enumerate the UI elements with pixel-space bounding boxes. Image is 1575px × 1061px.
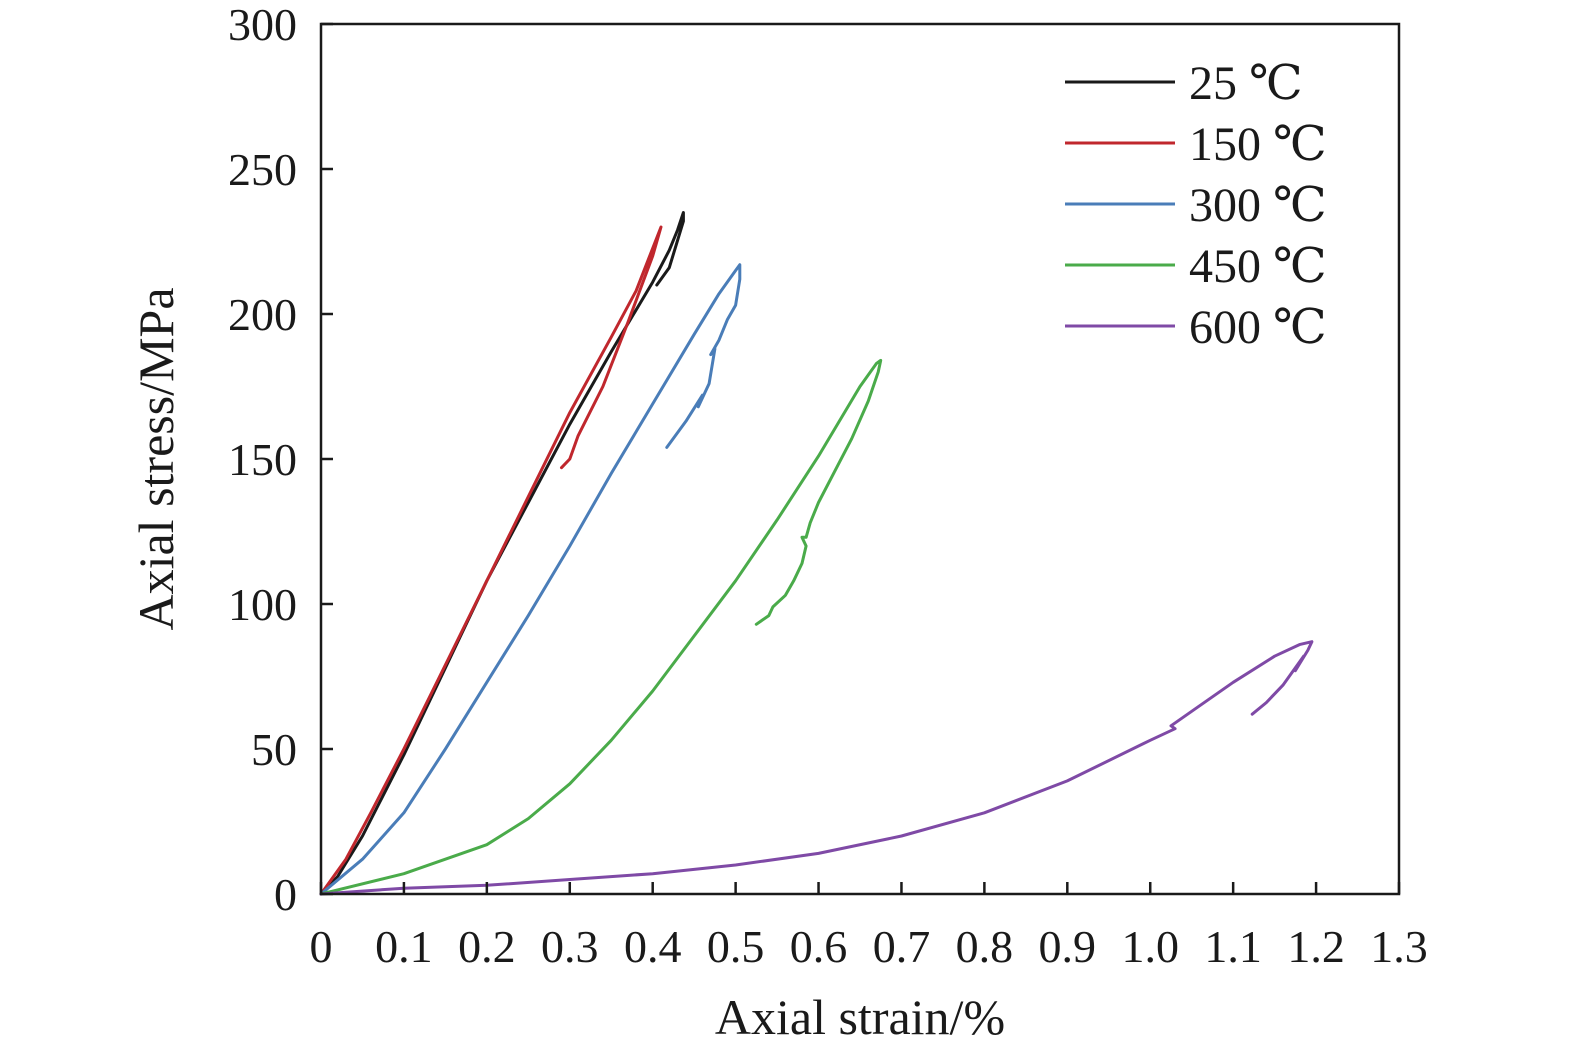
series-lines	[319, 211, 1314, 896]
x-tick-label: 0.7	[873, 921, 931, 972]
x-tick-label: 0.1	[375, 921, 433, 972]
x-tick-label: 0.5	[707, 921, 765, 972]
x-tick-label: 0.8	[956, 921, 1014, 972]
x-axis-title: Axial strain/%	[715, 989, 1005, 1045]
series-line-1	[319, 225, 663, 896]
x-tick-label: 1.0	[1121, 921, 1179, 972]
y-tick-label: 0	[274, 869, 297, 920]
y-tick-label: 250	[228, 144, 297, 195]
x-tick-label: 0.4	[624, 921, 682, 972]
x-tick-label: 0	[310, 921, 333, 972]
legend-label-1: 150 ℃	[1189, 118, 1327, 171]
x-tick-label: 0.6	[790, 921, 848, 972]
y-axis-title: Axial stress/MPa	[128, 287, 184, 630]
y-tick-label: 150	[228, 434, 297, 485]
x-tick-label: 1.1	[1204, 921, 1262, 972]
series-line-3	[319, 358, 883, 896]
axis-ticks	[319, 22, 1401, 896]
legend-label-3: 450 ℃	[1189, 240, 1327, 293]
x-tick-label: 0.3	[541, 921, 599, 972]
legend: 25 ℃ 150 ℃ 300 ℃ 450 ℃ 600 ℃	[1065, 57, 1327, 354]
legend-label-2: 300 ℃	[1189, 179, 1327, 232]
legend-label-0: 25 ℃	[1189, 57, 1303, 110]
x-tick-label: 0.9	[1039, 921, 1097, 972]
y-tick-label: 50	[251, 724, 297, 775]
x-tick-label: 1.2	[1287, 921, 1345, 972]
tick-labels: 0 0.1 0.2 0.3 0.4 0.5 0.6 0.7 0.8 0.9 1.0 1.1 1.2 1.3…	[228, 0, 1428, 972]
x-tick-label: 1.3	[1370, 921, 1428, 972]
series-line-2	[319, 263, 742, 896]
series-line-4	[319, 640, 1314, 896]
y-tick-label: 300	[228, 0, 297, 50]
legend-label-4: 600 ℃	[1189, 301, 1327, 354]
y-tick-label: 200	[228, 289, 297, 340]
x-tick-label: 0.2	[458, 921, 516, 972]
y-tick-label: 100	[228, 579, 297, 630]
series-line-0	[319, 211, 685, 896]
